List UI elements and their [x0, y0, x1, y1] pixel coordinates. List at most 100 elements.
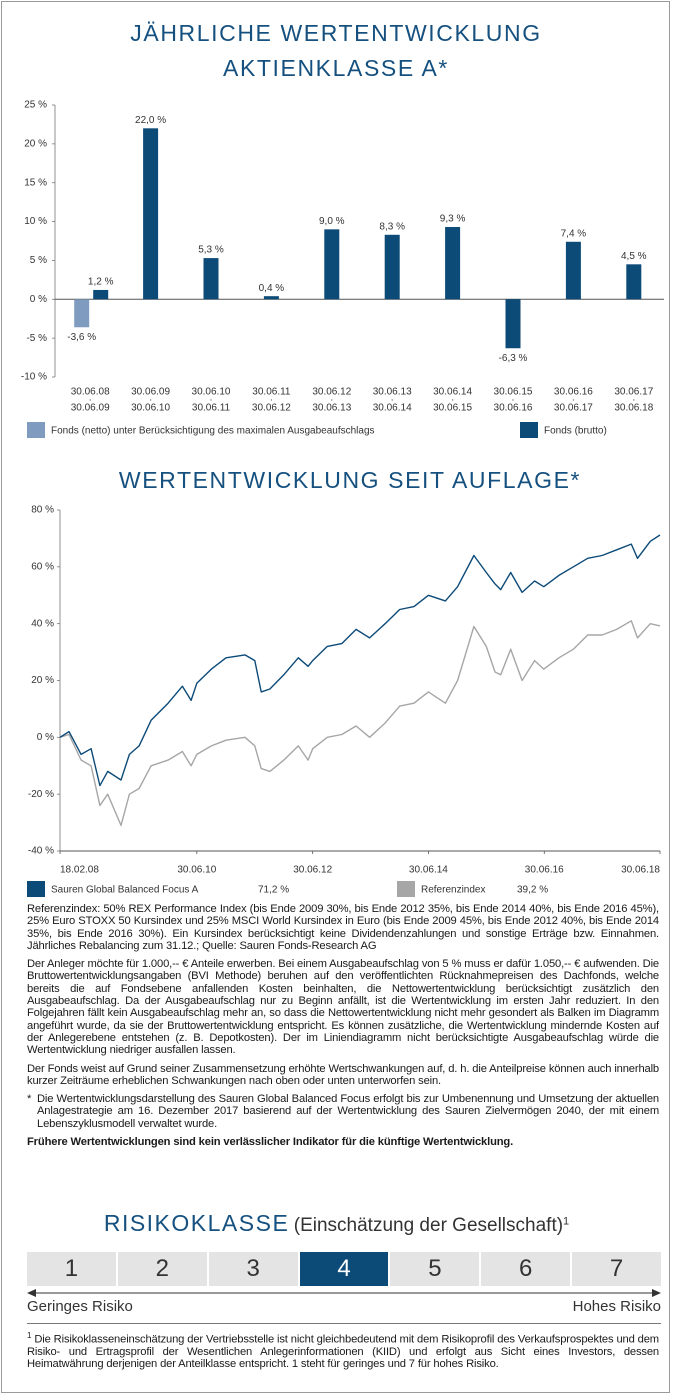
- x-tick-label: 30.06.12: [293, 865, 332, 876]
- separator: [27, 1323, 661, 1324]
- legend-swatch: [397, 881, 415, 897]
- value-label: 5,3 %: [198, 245, 224, 256]
- bar: [93, 289, 109, 300]
- legend-label: Referenzindex: [421, 885, 485, 896]
- y-tick-label: 25 %: [24, 100, 47, 111]
- note-paragraph: Der Anleger möchte für 1.000,-- € Anteil…: [27, 958, 659, 1057]
- y-tick-label: 20 %: [24, 138, 47, 149]
- legend-label: Fonds (netto) unter Berücksichtigung des…: [51, 426, 375, 437]
- x-tick-label: 30.06.16: [494, 403, 533, 414]
- y-tick-label: -5 %: [26, 333, 47, 344]
- x-tick-label: 30.06.12: [312, 387, 351, 398]
- note-paragraph: Referenzindex: 50% REX Performance Index…: [27, 903, 659, 952]
- x-tick-label: 30.06.14: [433, 387, 472, 398]
- chart-title: WERTENTWICKLUNG SEIT AUFLAGE*: [119, 467, 581, 493]
- bar: [505, 299, 521, 349]
- x-tick: [391, 399, 393, 401]
- line-series: [59, 534, 661, 787]
- x-tick: [149, 399, 152, 401]
- legend-label: Sauren Global Balanced Focus A: [51, 885, 199, 896]
- disclaimer: Frühere Wertentwicklungen sind kein verl…: [27, 1136, 514, 1149]
- x-tick-label: 18.02.08: [60, 865, 99, 876]
- x-tick-label: 30.06.17: [614, 387, 653, 398]
- x-tick-label: 30.06.12: [252, 403, 291, 414]
- x-tick: [210, 399, 212, 401]
- bar: [445, 227, 461, 300]
- x-tick-label: 30.06.09: [71, 403, 110, 414]
- value-label: -6,3 %: [499, 353, 528, 364]
- legend-label: Fonds (brutto): [544, 426, 607, 437]
- x-tick-label: 30.06.17: [554, 403, 593, 414]
- footnote-mark: 1: [563, 1215, 570, 1228]
- y-tick-label: 0 %: [37, 732, 54, 743]
- risk-title: RISIKOKLASSE: [103, 1210, 290, 1236]
- y-tick-label: 60 %: [31, 561, 54, 572]
- legend-value: 71,2 %: [258, 885, 289, 896]
- x-tick-label: 30.06.18: [614, 403, 653, 414]
- x-tick-label: 30.06.10: [192, 387, 231, 398]
- y-tick-label: 40 %: [31, 618, 54, 629]
- y-tick-label: -20 %: [28, 789, 54, 800]
- risk-class: 3: [208, 1252, 298, 1286]
- x-tick-label: 30.06.11: [252, 387, 291, 398]
- x-tick-label: 30.06.16: [525, 865, 564, 876]
- notes: Referenzindex: 50% REX Performance Index…: [27, 903, 659, 1154]
- x-tick-label: 30.06.13: [312, 403, 351, 414]
- value-label: 9,3 %: [440, 214, 466, 225]
- legend-swatch: [520, 422, 538, 438]
- y-tick-label: -10 %: [21, 372, 47, 383]
- y-tick-label: 0 %: [30, 294, 47, 305]
- note-paragraph: Der Fonds weist auf Grund seiner Zusamme…: [27, 1062, 659, 1087]
- bar: [384, 234, 400, 300]
- legend-swatch: [27, 422, 45, 438]
- footnote-text: Die Risikoklasseneinschätzung der Vertri…: [27, 1333, 659, 1371]
- x-tick-label: 30.06.14: [373, 403, 412, 414]
- risk-low-label: Geringes Risiko: [27, 1298, 133, 1315]
- risk-footnote: 1 Die Risikoklasseneinschätzung der Vert…: [27, 1330, 659, 1371]
- star-note: * Die Wertentwicklungsdarstellung des Sau…: [27, 1093, 659, 1130]
- bar: [203, 258, 219, 300]
- y-tick-label: 20 %: [31, 675, 54, 686]
- risk-class: 1: [27, 1252, 116, 1286]
- value-label: 7,4 %: [561, 228, 587, 239]
- chart-title: JÄHRLICHE WERTENTWICKLUNG: [130, 20, 541, 46]
- risk-heading: RISIKOKLASSE (Einschätzung der Gesellsch…: [0, 1210, 673, 1237]
- footnote-mark: 1: [27, 1331, 32, 1340]
- line-series: [59, 620, 661, 827]
- y-tick-label: 5 %: [30, 255, 47, 266]
- star-mark: *: [27, 1093, 32, 1106]
- risk-subtitle: (Einschätzung der Gesellschaft): [293, 1215, 564, 1236]
- bar: [143, 128, 159, 300]
- value-label: 8,3 %: [379, 221, 405, 232]
- legend-value: 39,2 %: [517, 885, 548, 896]
- x-tick: [572, 399, 575, 401]
- x-tick-label: 30.06.11: [192, 403, 231, 414]
- x-tick: [512, 399, 514, 401]
- x-tick-label: 30.06.09: [131, 387, 170, 398]
- bar: [263, 296, 279, 300]
- bar: [565, 241, 581, 300]
- x-tick: [270, 399, 273, 401]
- x-tick-label: 30.06.15: [433, 403, 472, 414]
- x-tick: [633, 399, 635, 401]
- risk-high-label: Hohes Risiko: [572, 1298, 661, 1315]
- x-tick-label: 30.06.13: [373, 387, 412, 398]
- value-label: 1,2 %: [88, 277, 114, 288]
- y-tick-label: -40 %: [28, 846, 54, 857]
- x-tick: [451, 399, 454, 401]
- charts: JÄHRLICHE WERTENTWICKLUNG AKTIENKLASSE A*…: [21, 20, 664, 897]
- risk-class: 6: [481, 1252, 571, 1286]
- x-tick-label: 30.06.14: [409, 865, 448, 876]
- value-label: 4,5 %: [621, 251, 647, 262]
- y-tick-label: 10 %: [24, 216, 47, 227]
- chart-title: AKTIENKLASSE A*: [223, 55, 449, 81]
- legend-swatch: [27, 881, 45, 897]
- bar: [626, 264, 642, 300]
- value-label: 0,4 %: [259, 283, 285, 294]
- value-label: -3,6 %: [67, 332, 96, 343]
- x-tick-label: 30.06.08: [71, 387, 110, 398]
- y-tick-label: 80 %: [31, 505, 54, 516]
- value-label: 22,0 %: [135, 115, 166, 126]
